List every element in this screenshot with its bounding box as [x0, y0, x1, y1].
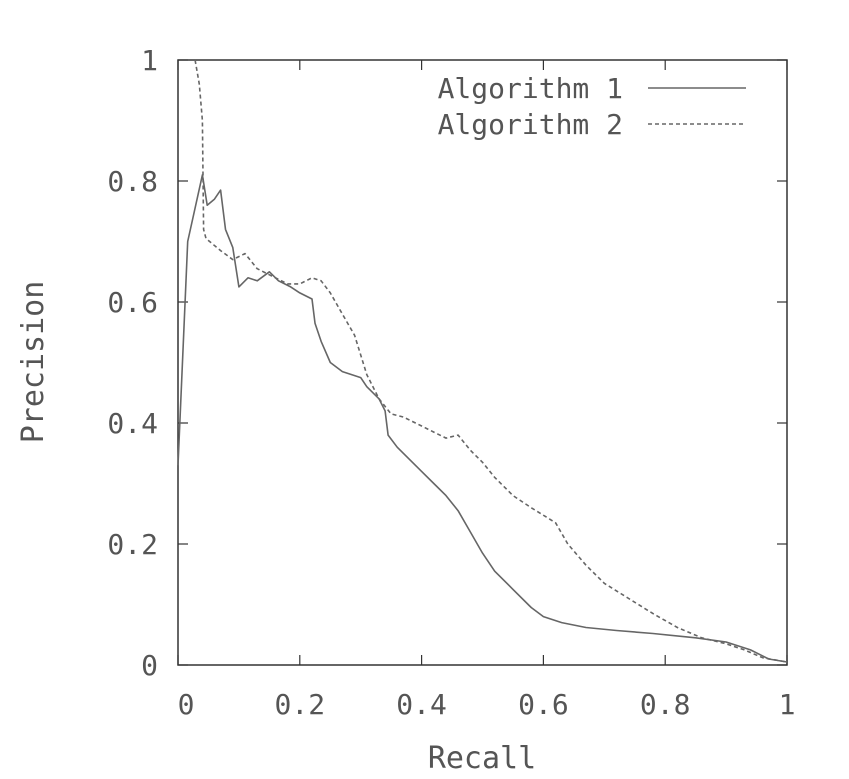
- x-tick-label: 0.4: [396, 688, 447, 721]
- y-tick-label: 0.8: [107, 165, 158, 198]
- y-tick-label: 0.4: [107, 407, 158, 440]
- x-axis-ticks: 0 0.2 0.4 0.6 0.8 1: [177, 60, 796, 721]
- x-tick-label: 0.6: [518, 688, 569, 721]
- x-tick-label: 0: [178, 688, 195, 721]
- plot-frame: [177, 59, 788, 666]
- y-axis-title: Precision: [16, 281, 51, 444]
- series-line-1: [177, 174, 788, 663]
- y-tick-label: 0: [141, 649, 158, 682]
- y-tick-label: 0.2: [107, 528, 158, 561]
- legend-label-1: Algorithm 1: [438, 72, 623, 105]
- x-tick-label: 1: [779, 688, 796, 721]
- y-tick-label: 1: [141, 44, 158, 77]
- legend-label-2: Algorithm 2: [438, 108, 623, 141]
- series-line-2: [194, 59, 788, 663]
- y-axis-ticks: 0 0.2 0.4 0.6 0.8 1: [107, 44, 787, 682]
- series-layer: [177, 59, 788, 663]
- y-tick-label: 0.6: [107, 286, 158, 319]
- x-tick-label: 0.8: [640, 688, 691, 721]
- x-axis-title: Recall: [428, 741, 536, 776]
- x-tick-label: 0.2: [275, 688, 326, 721]
